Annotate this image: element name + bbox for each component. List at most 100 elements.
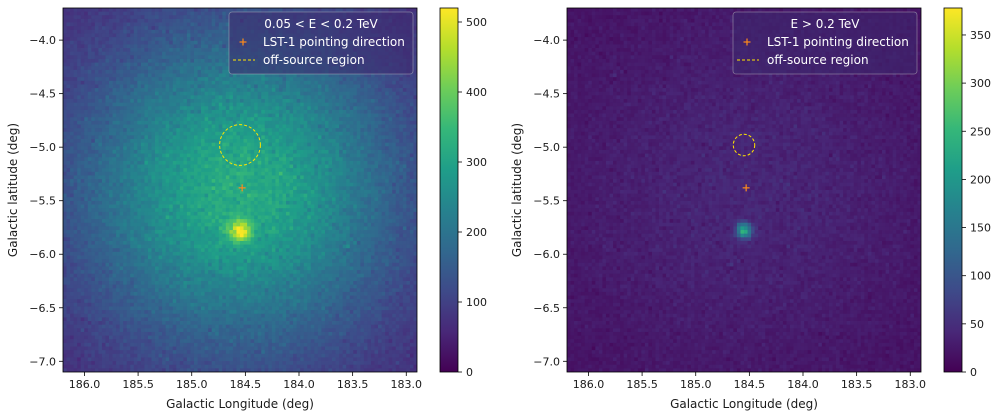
heatmap-cell xyxy=(385,171,390,176)
heatmap-cell xyxy=(176,186,181,191)
heatmap-cell xyxy=(229,139,234,144)
heatmap-cell xyxy=(119,128,124,133)
heatmap-cell xyxy=(144,102,149,107)
heatmap-cell xyxy=(247,182,252,187)
heatmap-cell xyxy=(147,164,152,169)
heatmap-cell xyxy=(112,40,117,45)
heatmap-cell xyxy=(91,69,96,74)
heatmap-cell xyxy=(119,33,124,38)
heatmap-cell xyxy=(399,124,404,129)
heatmap-cell xyxy=(332,146,336,151)
heatmap-cell xyxy=(293,142,298,147)
heatmap-cell xyxy=(257,142,262,147)
heatmap-cell xyxy=(190,179,195,184)
heatmap-cell xyxy=(140,102,145,107)
heatmap-cell xyxy=(370,113,375,118)
heatmap-cell xyxy=(147,44,152,49)
heatmap-cell xyxy=(208,153,213,158)
heatmap-cell xyxy=(70,106,75,111)
heatmap-cell xyxy=(123,15,128,20)
heatmap-cell xyxy=(271,8,276,13)
heatmap-cell xyxy=(363,135,368,140)
heatmap-cell xyxy=(116,109,121,114)
heatmap-cell xyxy=(119,73,124,78)
heatmap-cell xyxy=(211,153,216,158)
heatmap-cell xyxy=(370,149,375,154)
heatmap-cell xyxy=(137,8,142,13)
heatmap-cell xyxy=(342,73,347,78)
heatmap-cell xyxy=(183,51,188,56)
heatmap-cell xyxy=(80,40,85,45)
heatmap-cell xyxy=(73,160,78,165)
heatmap-cell xyxy=(63,139,67,144)
heatmap-cell xyxy=(211,102,216,107)
heatmap-cell xyxy=(289,168,294,173)
heatmap-cell xyxy=(123,149,128,154)
heatmap-cell xyxy=(101,88,106,93)
heatmap-cell xyxy=(197,99,202,104)
heatmap-cell xyxy=(179,179,184,184)
heatmap-cell xyxy=(151,40,156,45)
heatmap-cell xyxy=(370,99,375,104)
heatmap-cell xyxy=(218,91,223,96)
heatmap-cell xyxy=(204,29,209,34)
heatmap-cell xyxy=(370,8,375,13)
heatmap-cell xyxy=(282,182,287,187)
heatmap-cell xyxy=(186,55,191,60)
heatmap-cell xyxy=(133,66,138,71)
heatmap-cell xyxy=(243,109,248,114)
heatmap-cell xyxy=(349,88,354,93)
heatmap-cell xyxy=(119,37,124,42)
heatmap-cell xyxy=(225,29,230,34)
heatmap-cell xyxy=(91,160,96,165)
heatmap-cell xyxy=(140,106,145,111)
heatmap-cell xyxy=(385,91,390,96)
heatmap-cell xyxy=(109,175,113,180)
heatmap-cell xyxy=(264,146,269,151)
heatmap-cell xyxy=(190,153,195,158)
heatmap-cell xyxy=(183,66,188,71)
heatmap-cell xyxy=(409,99,414,104)
heatmap-cell xyxy=(349,109,354,114)
heatmap-cell xyxy=(356,88,361,93)
heatmap-cell xyxy=(66,88,71,93)
heatmap-cell xyxy=(286,135,290,140)
heatmap-cell xyxy=(94,15,99,20)
heatmap-cell xyxy=(370,164,375,169)
heatmap-cell xyxy=(172,8,177,13)
heatmap-cell xyxy=(328,168,333,173)
heatmap-cell xyxy=(314,139,319,144)
heatmap-cell xyxy=(232,73,237,78)
heatmap-cell xyxy=(133,179,138,184)
heatmap-cell xyxy=(208,66,213,71)
heatmap-cell xyxy=(84,135,89,140)
heatmap-cell xyxy=(370,153,375,158)
heatmap-cell xyxy=(133,99,138,104)
heatmap-cell xyxy=(296,88,301,93)
heatmap-cell xyxy=(155,142,159,147)
heatmap-cell xyxy=(378,157,382,162)
heatmap-cell xyxy=(70,102,75,107)
heatmap-cell xyxy=(158,80,163,85)
heatmap-cell xyxy=(169,160,174,165)
heatmap-cell xyxy=(346,124,351,129)
heatmap-cell xyxy=(112,15,117,20)
heatmap-cell xyxy=(133,48,138,53)
heatmap-cell xyxy=(324,182,329,187)
heatmap-cell xyxy=(321,73,326,78)
heatmap-cell xyxy=(204,15,209,20)
heatmap-cell xyxy=(112,179,117,184)
heatmap-cell xyxy=(197,18,202,23)
heatmap-cell xyxy=(268,88,273,93)
heatmap-cell xyxy=(140,40,145,45)
heatmap-cell xyxy=(388,117,393,122)
heatmap-cell xyxy=(381,99,386,104)
heatmap-cell xyxy=(402,179,407,184)
heatmap-cell xyxy=(190,69,195,74)
heatmap-cell xyxy=(91,106,96,111)
heatmap-cell xyxy=(289,139,294,144)
heatmap-cell xyxy=(208,182,213,187)
heatmap-cell xyxy=(137,88,142,93)
heatmap-cell xyxy=(208,84,213,89)
heatmap-cell xyxy=(324,91,329,96)
